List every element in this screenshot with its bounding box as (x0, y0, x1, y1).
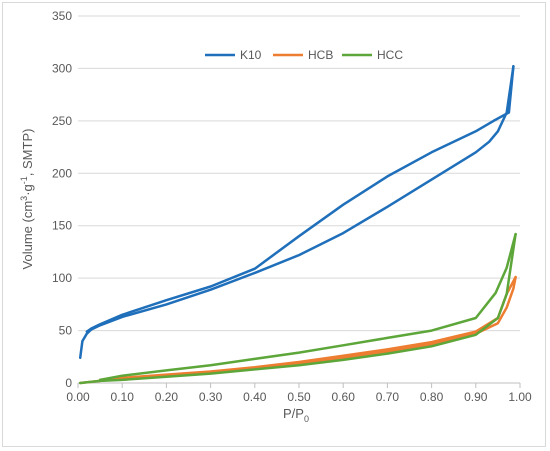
x-tick-label: 0.30 (199, 390, 223, 404)
x-axis: 0.00 0.10 0.20 0.30 0.40 0.50 0.60 0.70 0.80 0.90… (66, 382, 532, 404)
y-axis-title: Volume (cm3·g-1, SMTP) (19, 129, 35, 270)
series-k10-adsorption-line (78, 65, 515, 360)
y-tick-label: 50 (59, 324, 73, 338)
y-tick-label: 200 (52, 166, 72, 180)
chart-frame (2, 2, 546, 447)
y-tick-label: 100 (52, 271, 72, 285)
y-axis-title-part: ·g (20, 184, 35, 196)
x-tick-label: 1.00 (508, 390, 532, 404)
y-axis-title-part: Volume (cm (20, 201, 35, 270)
x-tick-label: 0.40 (243, 390, 267, 404)
x-axis-title-main: P/P (283, 406, 304, 421)
y-axis-title-part: , SMTP) (20, 129, 35, 177)
x-axis-title: P/P0 (283, 406, 309, 424)
y-tick-label: 300 (52, 61, 72, 75)
series-k10-desorption-line (85, 65, 515, 333)
y-tick-label: 150 (52, 219, 72, 233)
series-hcc-adsorption-line (78, 232, 517, 385)
series-hcc-desorption-line (98, 232, 517, 382)
x-tick-label: 0.00 (66, 390, 90, 404)
legend-label-hcb: HCB (308, 48, 333, 62)
x-tick-label: 0.20 (155, 390, 179, 404)
legend: K10 HCB HCC (205, 48, 403, 62)
x-axis-title-subscript: 0 (304, 414, 309, 424)
x-tick-label: 0.50 (287, 390, 311, 404)
legend-label-hcc: HCC (377, 48, 403, 62)
y-tick-label: 350 (52, 9, 72, 23)
plot-area (78, 65, 517, 385)
series-hcb-adsorption-line (78, 275, 517, 385)
grid-lines (78, 15, 520, 384)
y-tick-label: 0 (65, 376, 72, 390)
x-tick-label: 0.60 (332, 390, 356, 404)
y-axis: 0 50 100 150 200 250 300 350 (52, 9, 72, 390)
x-tick-label: 0.10 (111, 390, 135, 404)
x-tick-label: 0.70 (376, 390, 400, 404)
y-axis-title-superscript: 3 (19, 196, 29, 201)
y-tick-label: 250 (52, 114, 72, 128)
y-axis-title-superscript: -1 (19, 176, 29, 184)
legend-label-k10: K10 (240, 48, 262, 62)
x-tick-label: 0.80 (420, 390, 444, 404)
x-tick-label: 0.90 (464, 390, 488, 404)
